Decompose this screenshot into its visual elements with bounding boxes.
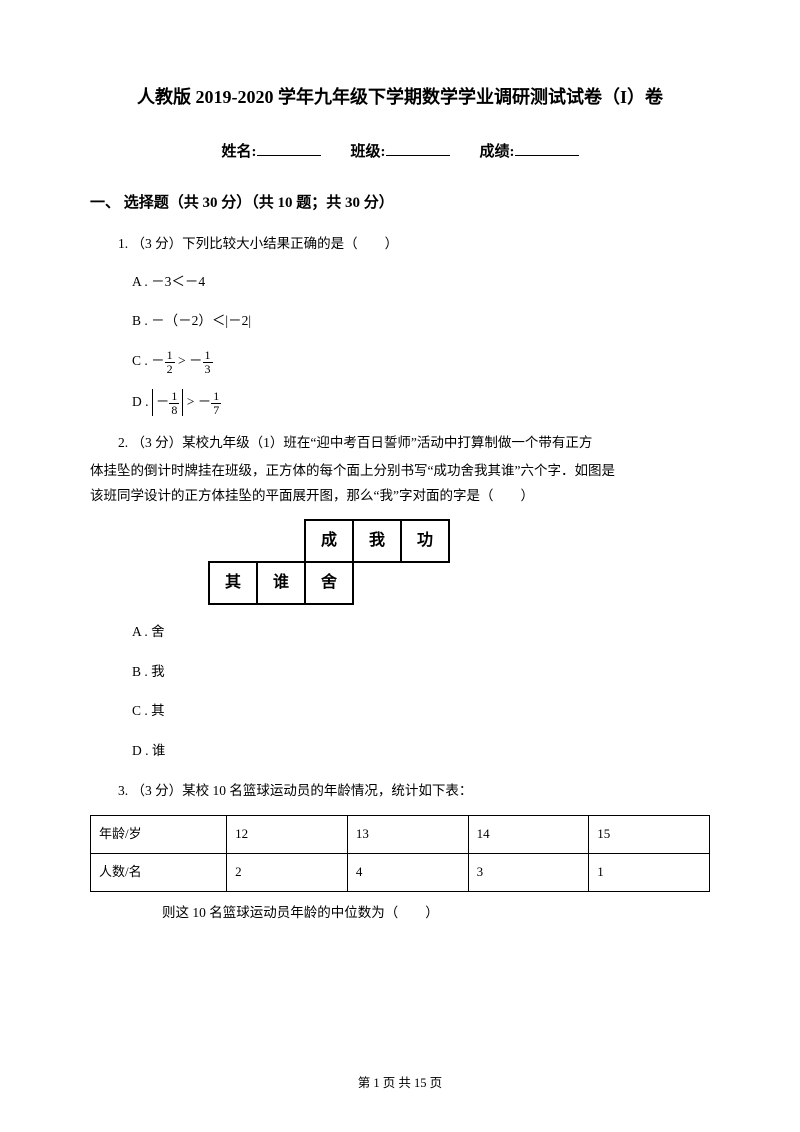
q2-opt-c: C . 其	[132, 698, 710, 724]
net-cell	[401, 562, 449, 604]
q1-c-expr: －12 > －13	[151, 353, 212, 368]
name-blank	[257, 142, 321, 156]
q1-opt-d: D . －18 > －17	[132, 389, 710, 416]
table-row: 年龄/岁 12 13 14 15	[91, 816, 710, 854]
section-heading: 一、 选择题（共 30 分）（共 10 题；共 30 分）	[90, 189, 710, 218]
q1-d-expr: －18 > －17	[152, 394, 221, 409]
q2-opt-b: B . 我	[132, 659, 710, 685]
table-cell: 4	[347, 853, 468, 891]
table-cell: 1	[589, 853, 710, 891]
net-cell	[257, 520, 305, 562]
table-cell: 14	[468, 816, 589, 854]
table-cell: 2	[227, 853, 348, 891]
q2-stem: 2. （3 分）某校九年级（1）班在“迎中考百日誓师”活动中打算制做一个带有正方	[118, 430, 710, 456]
q2-line1: 2. （3 分）某校九年级（1）班在“迎中考百日誓师”活动中打算制做一个带有正方	[118, 435, 592, 450]
score-blank	[515, 142, 579, 156]
age-table: 年龄/岁 12 13 14 15 人数/名 2 4 3 1	[90, 815, 710, 891]
q2-line3: 该班同学设计的正方体挂坠的平面展开图，那么“我”字对面的字是（ ）	[90, 483, 710, 509]
table-cell: 12	[227, 816, 348, 854]
question-3: 3. （3 分）某校 10 名篮球运动员的年龄情况，统计如下表：	[118, 778, 710, 804]
net-cell: 我	[353, 520, 401, 562]
table-cell: 3	[468, 853, 589, 891]
net-cell: 功	[401, 520, 449, 562]
table-cell: 人数/名	[91, 853, 227, 891]
q1-stem: 1. （3 分）下列比较大小结果正确的是（ ）	[118, 231, 710, 257]
class-label: 班级:	[351, 144, 386, 160]
table-cell: 13	[347, 816, 468, 854]
info-row: 姓名: 班级: 成绩:	[90, 138, 710, 167]
q2-opt-d: D . 谁	[132, 738, 710, 764]
question-2: 2. （3 分）某校九年级（1）班在“迎中考百日誓师”活动中打算制做一个带有正方…	[118, 430, 710, 763]
q1-opt-a: A . －3＜－4	[132, 269, 710, 295]
q3-tail: 则这 10 名篮球运动员年龄的中位数为（ ）	[162, 900, 710, 926]
q1-opt-c: C . －12 > －13	[132, 348, 710, 375]
q2-line2: 体挂坠的倒计时牌挂在班级，正方体的每个面上分别书写“成功舍我其谁”六个字．如图是	[90, 458, 710, 484]
table-row: 人数/名 2 4 3 1	[91, 853, 710, 891]
table-cell: 年龄/岁	[91, 816, 227, 854]
net-cell: 谁	[257, 562, 305, 604]
page-title: 人教版 2019-2020 学年九年级下学期数学学业调研测试试卷（I）卷	[90, 80, 710, 114]
net-cell	[209, 520, 257, 562]
cube-net: 成 我 功 其 谁 舍	[208, 519, 710, 605]
table-cell: 15	[589, 816, 710, 854]
q1-d-prefix: D .	[132, 394, 152, 409]
class-blank	[386, 142, 450, 156]
question-1: 1. （3 分）下列比较大小结果正确的是（ ） A . －3＜－4 B . －（…	[118, 231, 710, 416]
q1-c-prefix: C .	[132, 353, 151, 368]
q1-opt-b: B . －（－2）＜|－2|	[132, 308, 710, 334]
net-cell: 其	[209, 562, 257, 604]
score-label: 成绩:	[480, 144, 515, 160]
q2-opt-a: A . 舍	[132, 619, 710, 645]
q3-stem: 3. （3 分）某校 10 名篮球运动员的年龄情况，统计如下表：	[118, 778, 710, 804]
name-label: 姓名:	[222, 144, 257, 160]
page-footer: 第 1 页 共 15 页	[0, 1072, 800, 1096]
net-cell: 舍	[305, 562, 353, 604]
net-cell	[353, 562, 401, 604]
net-cell: 成	[305, 520, 353, 562]
